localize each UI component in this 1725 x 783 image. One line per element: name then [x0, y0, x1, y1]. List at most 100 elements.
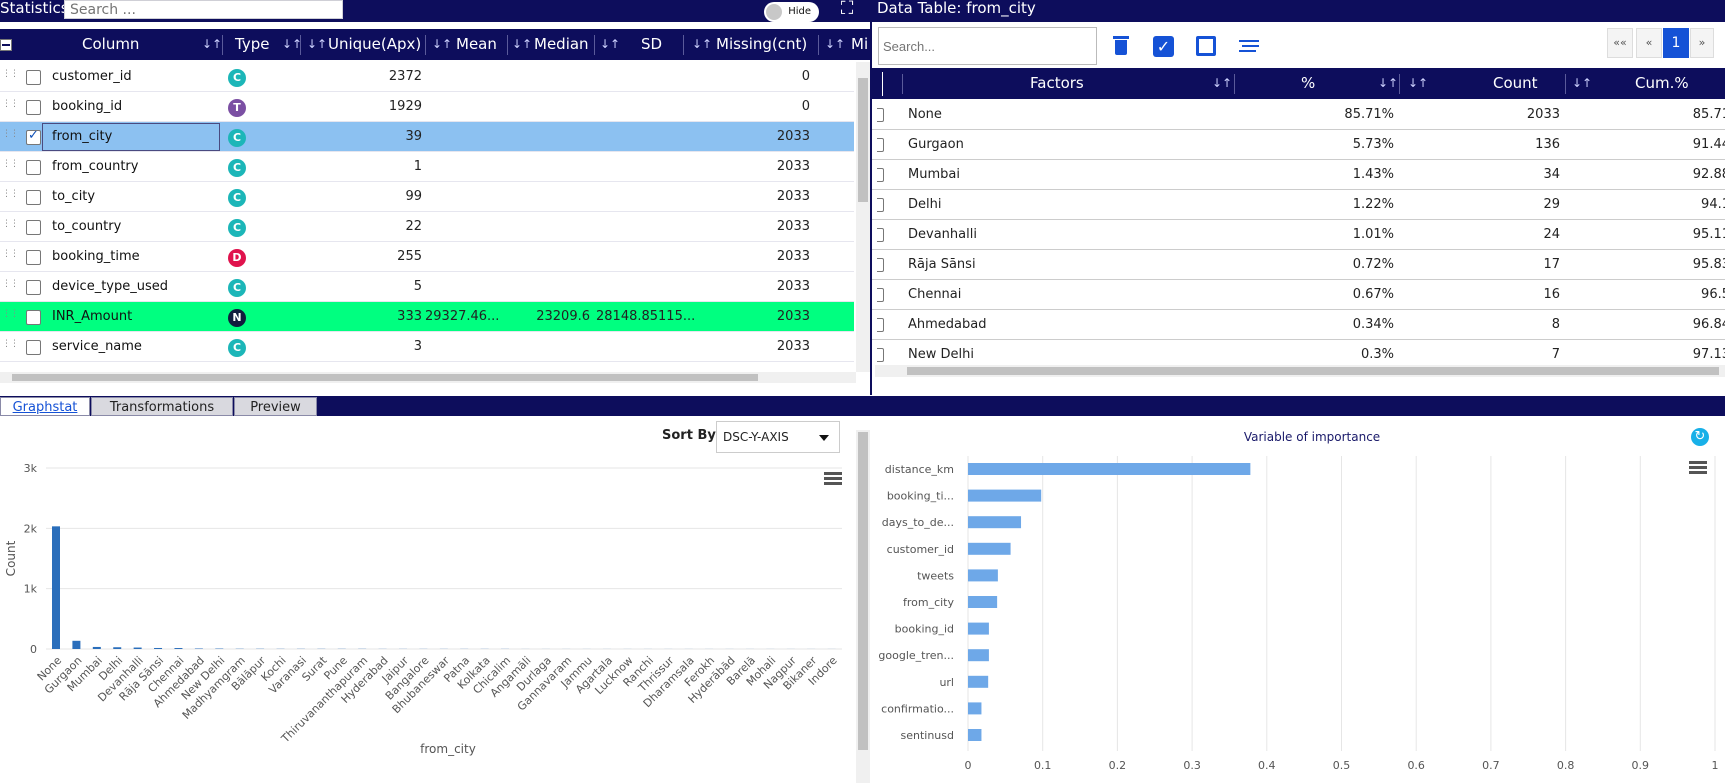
scrollbar-thumb[interactable] — [858, 78, 868, 202]
tab-graphstat[interactable]: Graphstat — [0, 397, 90, 416]
select-all-checkbox[interactable] — [0, 39, 12, 51]
table-row[interactable]: Rāja Sānsi 0.72% 17 95.83 — [872, 250, 1725, 280]
table-row[interactable]: ⋮⋮ service_name C 3 2033 — [0, 332, 854, 362]
bar[interactable] — [133, 647, 142, 649]
row-checkbox[interactable] — [877, 318, 884, 332]
table-row[interactable] — [0, 362, 854, 372]
bar[interactable] — [968, 596, 998, 608]
scrollbar-thumb[interactable] — [12, 374, 758, 381]
chart-menu-icon[interactable] — [1689, 461, 1707, 475]
sort-icon[interactable]: ↓↑ — [282, 37, 303, 51]
bar[interactable] — [968, 622, 989, 635]
drag-handle-icon[interactable]: ⋮⋮ — [2, 189, 19, 199]
bar[interactable] — [968, 675, 989, 688]
bar[interactable] — [968, 569, 998, 582]
table-row[interactable]: ⋮⋮ from_country C 1 2033 — [0, 152, 854, 182]
row-checkbox[interactable] — [877, 198, 884, 212]
chart-menu-icon[interactable] — [824, 472, 842, 486]
header-sd[interactable]: SD — [641, 35, 663, 53]
select-all-checkbox[interactable] — [882, 72, 883, 96]
bar[interactable] — [968, 489, 1042, 502]
table-row[interactable]: ⋮⋮ to_city C 99 2033 — [0, 182, 854, 212]
table-row[interactable]: Gurgaon 5.73% 136 91.44 — [872, 130, 1725, 160]
scrollbar-thumb[interactable] — [907, 367, 1719, 375]
bar[interactable] — [968, 463, 1251, 475]
sort-icon[interactable]: ↓↑ — [432, 37, 453, 51]
table-row[interactable]: ⋮⋮ to_country C 22 2033 — [0, 212, 854, 242]
sort-icon[interactable]: ↓↑ — [512, 37, 533, 51]
row-checkbox[interactable] — [877, 228, 884, 242]
row-checkbox[interactable] — [26, 250, 41, 265]
sort-icon[interactable]: ↓↑ — [1378, 76, 1399, 90]
row-checkbox[interactable] — [877, 108, 884, 122]
header-factors[interactable]: Factors — [1030, 74, 1084, 92]
table-row[interactable]: ⋮⋮ booking_time D 255 2033 — [0, 242, 854, 272]
bar[interactable] — [968, 516, 1022, 529]
row-checkbox[interactable] — [877, 138, 884, 152]
table-row[interactable]: New Delhi 0.3% 7 97.13 — [872, 340, 1725, 364]
row-checkbox[interactable] — [877, 288, 884, 302]
uncheck-all-icon[interactable] — [1196, 36, 1216, 56]
sort-icon[interactable]: ↓↑ — [1572, 76, 1593, 90]
table-row[interactable]: Delhi 1.22% 29 94.1 — [872, 190, 1725, 220]
sort-icon[interactable]: ↓↑ — [202, 37, 223, 51]
table-row[interactable]: ⋮⋮ INR_Amount N 333 29327.46... 23209.6 28148.… — [0, 302, 854, 332]
row-checkbox[interactable] — [26, 190, 41, 205]
statistics-search-input[interactable] — [64, 0, 343, 19]
drag-handle-icon[interactable]: ⋮⋮ — [2, 339, 19, 349]
bar[interactable] — [968, 729, 982, 741]
drag-handle-icon[interactable]: ⋮⋮ — [2, 279, 19, 289]
row-checkbox[interactable] — [26, 128, 41, 145]
graphstat-vertical-scrollbar[interactable] — [856, 430, 870, 783]
row-checkbox[interactable] — [26, 160, 41, 175]
table-row[interactable]: Devanhalli 1.01% 24 95.11 — [872, 220, 1725, 250]
table-row[interactable]: ⋮⋮ device_type_used C 5 2033 — [0, 272, 854, 302]
bar[interactable] — [154, 647, 163, 649]
drag-handle-icon[interactable]: ⋮⋮ — [2, 159, 19, 169]
row-checkbox[interactable] — [26, 100, 41, 115]
drag-handle-icon[interactable]: ⋮⋮ — [2, 249, 19, 259]
row-checkbox[interactable] — [877, 258, 884, 272]
pager-next[interactable]: » — [1690, 28, 1714, 58]
drag-handle-icon[interactable]: ⋮⋮ — [2, 219, 19, 229]
header-percent[interactable]: % — [1301, 74, 1316, 92]
row-checkbox[interactable] — [26, 220, 41, 235]
table-row[interactable]: Mumbai 1.43% 34 92.88 — [872, 160, 1725, 190]
row-checkbox[interactable] — [877, 348, 884, 362]
pager-page-1[interactable]: 1 — [1663, 28, 1689, 58]
sort-icon[interactable]: ↓↑ — [1408, 76, 1429, 90]
row-checkbox[interactable] — [26, 70, 41, 85]
header-column[interactable]: Column — [82, 35, 140, 53]
sort-icon[interactable]: ↓↑ — [692, 37, 713, 51]
trash-icon[interactable] — [1111, 36, 1131, 56]
bar[interactable] — [968, 649, 989, 662]
bar[interactable] — [968, 702, 982, 715]
row-checkbox[interactable] — [26, 310, 41, 325]
pager-previous[interactable]: « — [1636, 28, 1662, 58]
header-count[interactable]: Count — [1493, 74, 1538, 92]
statistics-vertical-scrollbar[interactable] — [856, 62, 870, 372]
bar[interactable] — [968, 542, 1011, 555]
data-table-search-input[interactable] — [878, 27, 1097, 65]
bar[interactable] — [113, 647, 122, 649]
bar[interactable] — [92, 646, 101, 649]
header-type[interactable]: Type — [235, 35, 270, 53]
drag-handle-icon[interactable]: ⋮⋮ — [2, 129, 19, 139]
header-missing[interactable]: Missing(cnt) — [716, 35, 808, 53]
sort-icon[interactable]: ↓↑ — [307, 37, 328, 51]
tab-transformations[interactable]: Transformations — [91, 397, 233, 416]
table-row[interactable]: ⋮⋮ from_city C 39 2033 — [0, 122, 854, 152]
header-min[interactable]: Mi — [851, 35, 869, 53]
table-row[interactable]: ⋮⋮ booking_id T 1929 0 — [0, 92, 854, 122]
bar[interactable] — [174, 648, 183, 649]
sort-icon[interactable]: ↓↑ — [825, 37, 846, 51]
refresh-icon[interactable]: ↻ — [1691, 428, 1709, 446]
panel-divider[interactable] — [870, 0, 872, 395]
sort-by-select[interactable]: DSC-Y-AXIS — [716, 421, 840, 453]
text-wrap-icon[interactable] — [1239, 36, 1259, 56]
bar[interactable] — [72, 640, 81, 649]
drag-handle-icon[interactable]: ⋮⋮ — [2, 69, 19, 79]
header-unique[interactable]: Unique(Apx) — [328, 35, 422, 53]
row-checkbox[interactable] — [877, 168, 884, 182]
header-mean[interactable]: Mean — [456, 35, 497, 53]
